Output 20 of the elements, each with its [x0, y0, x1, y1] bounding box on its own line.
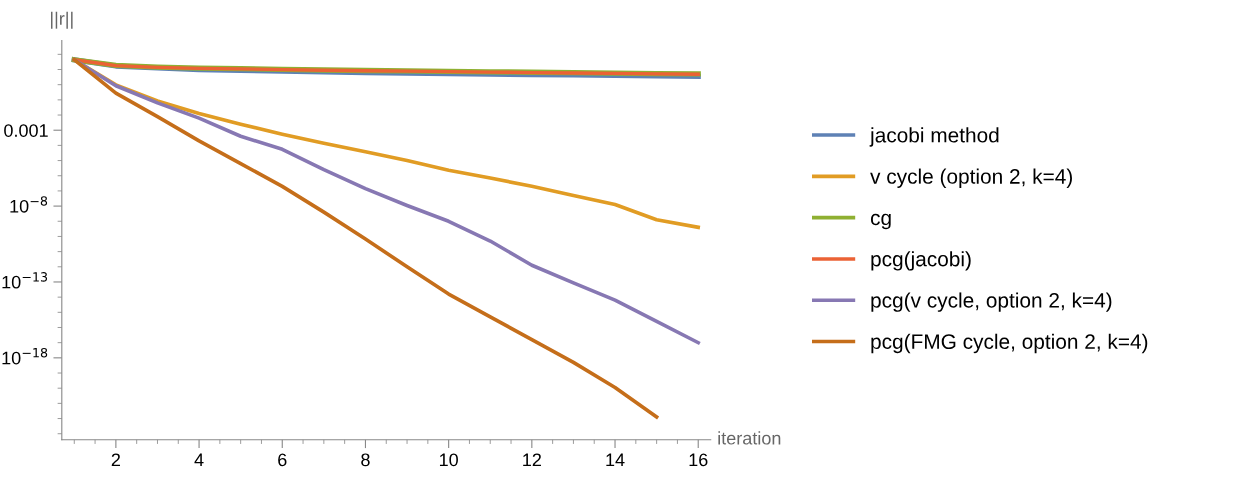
x-tick-label: 10 — [439, 453, 458, 467]
legend-label: cg — [870, 213, 891, 230]
x-tick-label: 16 — [689, 453, 708, 467]
legend-label: v cycle (option 2, k=4) — [870, 168, 1072, 188]
x-tick-label: 12 — [523, 453, 541, 467]
legend-label: pcg(v cycle, option 2, k=4) — [871, 292, 1112, 312]
legend-label: pcg(jacobi) — [871, 251, 971, 271]
y-tick-label: 10$^{−13}$ — [2, 272, 48, 289]
x-tick-label: 4 — [194, 453, 204, 467]
x-tick-label: 6 — [278, 453, 287, 467]
x-axis-title: iteration — [718, 431, 781, 445]
x-tick-label: 2 — [111, 453, 120, 467]
y-tick-label: 0.001 — [4, 124, 48, 137]
y-tick-label: 10$^{−18}$ — [2, 347, 48, 365]
legend-label: pcg(FMG cycle, option 2, k=4) — [871, 333, 1148, 354]
legend-label: jacobi method — [869, 127, 999, 147]
y-tick-label: 10$^{−8}$ — [10, 196, 48, 213]
y-axis-title: ||r|| — [51, 11, 73, 29]
x-tick-label: 14 — [606, 453, 625, 467]
x-tick-label: 8 — [361, 453, 370, 467]
